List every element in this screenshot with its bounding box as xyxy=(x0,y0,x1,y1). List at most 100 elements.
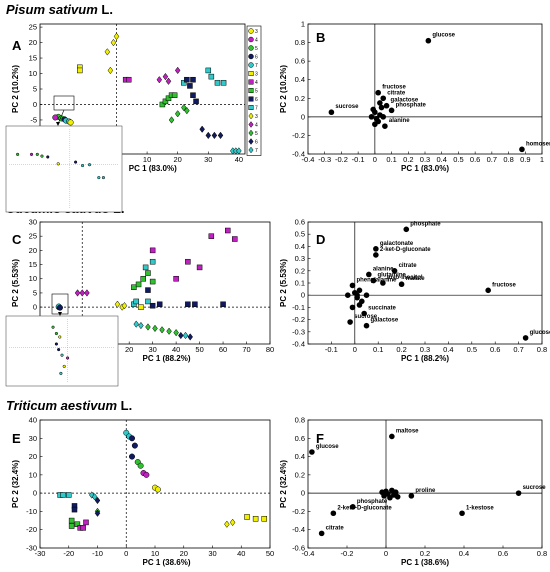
loading-point xyxy=(361,310,367,317)
loading-point xyxy=(370,277,377,284)
y-tick-label: 0.4 xyxy=(295,452,305,461)
data-point xyxy=(162,98,169,105)
legend-marker xyxy=(248,45,254,51)
loading-label: galactose xyxy=(391,98,419,104)
y-axis-label: PC 2 (10.2%) xyxy=(279,65,288,113)
data-point xyxy=(208,233,215,239)
y-tick-label: -20 xyxy=(26,525,37,534)
legend-label: 7 xyxy=(255,148,258,154)
inset-point xyxy=(58,335,62,339)
x-tick-label: 0 xyxy=(353,345,357,354)
data-point xyxy=(229,518,236,527)
loading-label: galactonate xyxy=(380,241,414,247)
loading-label: maltose xyxy=(396,428,419,434)
loading-label: succinate xyxy=(368,306,396,312)
legend-label: 4 xyxy=(255,37,258,43)
inset-c xyxy=(5,293,119,387)
loading-point xyxy=(389,433,395,440)
y-tick-label: 10 xyxy=(29,470,37,479)
x-axis-label: PC 1 (83.0%) xyxy=(401,164,449,173)
loading-point xyxy=(373,252,379,258)
loading-point xyxy=(522,335,529,341)
inset-point xyxy=(29,152,34,156)
x-tick-label: 0.8 xyxy=(537,549,547,558)
y-tick-label: 0 xyxy=(301,291,305,300)
legend-label: 3 xyxy=(255,71,258,77)
data-point xyxy=(145,270,151,276)
data-point xyxy=(174,110,181,118)
plot-frame xyxy=(39,221,271,345)
legend-marker xyxy=(248,112,254,120)
loading-point xyxy=(394,494,401,500)
data-point xyxy=(182,331,189,340)
data-point xyxy=(184,76,190,83)
data-point xyxy=(142,264,149,271)
x-tick-label: 0 xyxy=(124,549,128,558)
legend-label: 7 xyxy=(255,63,258,69)
data-point xyxy=(184,106,190,115)
loading-point xyxy=(344,292,351,299)
data-point xyxy=(261,515,267,522)
data-point xyxy=(156,301,163,308)
x-axis-label: PC 1 (83.0%) xyxy=(129,164,177,173)
loading-point xyxy=(350,504,356,510)
data-point xyxy=(173,328,179,337)
y-tick-label: 0.1 xyxy=(295,279,305,288)
y-tick-label: 0.6 xyxy=(295,57,305,66)
loading-point xyxy=(356,302,363,308)
loading-point xyxy=(398,281,405,288)
y-tick-label: -0.2 xyxy=(292,507,305,516)
x-tick-label: 0.5 xyxy=(467,345,477,354)
data-point xyxy=(135,281,142,288)
loading-point xyxy=(354,292,360,299)
inset-point xyxy=(97,176,101,180)
legend-marker xyxy=(248,36,254,43)
legend-label: 5 xyxy=(255,88,258,94)
y-tick-label: 30 xyxy=(29,434,37,443)
panel-d: -0.1 0 0.1 0.2 0.3 0.4 0.5 0.6 0.7 0.8 -0.4 -0.3 -0.… xyxy=(279,218,550,364)
loading-point xyxy=(380,95,387,102)
data-point xyxy=(220,301,226,308)
legend-label: 6 xyxy=(255,97,258,103)
y-axis-label: PC 2 (5.53%) xyxy=(279,259,288,307)
data-point xyxy=(131,442,138,449)
loading-point xyxy=(356,287,363,294)
inset-point xyxy=(59,371,63,375)
panel-b: -0.4 -0.3 -0.2 -0.1 0 0.1 0.2 0.3 0.4 0.5 0.6 0.7 0.… xyxy=(279,20,550,174)
legend-marker xyxy=(248,71,254,76)
data-point xyxy=(196,264,203,271)
loading-point xyxy=(347,319,353,325)
loading-point xyxy=(309,449,315,455)
x-tick-label: -0.4 xyxy=(302,155,315,164)
x-tick-label: 0.7 xyxy=(487,155,497,164)
loading-point xyxy=(515,490,522,496)
data-point xyxy=(133,320,139,328)
x-tick-label: 0.2 xyxy=(420,549,430,558)
data-point xyxy=(129,453,135,460)
loading-point xyxy=(378,104,385,111)
y-tick-label: 0.2 xyxy=(295,470,305,479)
y-tick-label: 0.3 xyxy=(295,254,305,263)
data-point xyxy=(145,323,151,331)
y-tick-label: -0.2 xyxy=(292,315,305,324)
data-point xyxy=(154,486,161,493)
y-tick-label: 0.6 xyxy=(295,434,305,443)
loading-label: sucrose xyxy=(354,314,378,320)
loading-label: 2-keto-D-gluconate xyxy=(337,505,392,511)
data-point xyxy=(178,331,184,340)
loading-point xyxy=(519,146,525,153)
data-point xyxy=(67,119,74,126)
y-tick-label: 0 xyxy=(33,489,37,498)
species-title-1: Pisum sativum L. xyxy=(6,2,113,17)
data-point xyxy=(131,284,137,291)
inset-point xyxy=(60,353,64,357)
y-tick-label: 5 xyxy=(33,85,37,94)
y-tick-label: 30 xyxy=(29,218,37,227)
data-point xyxy=(113,32,120,41)
inset-point xyxy=(74,160,78,164)
legend-label: 7 xyxy=(255,105,258,111)
loading-label: citrate xyxy=(387,90,406,96)
zoom-arrowhead xyxy=(56,122,60,126)
inset-point xyxy=(16,152,20,156)
data-point xyxy=(138,321,144,330)
